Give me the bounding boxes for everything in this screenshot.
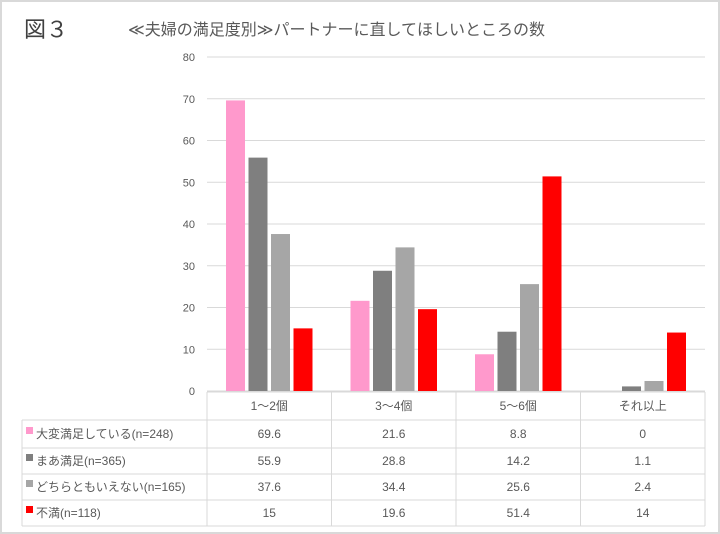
bar (293, 328, 313, 391)
y-tick-label: 60 (183, 136, 195, 148)
category-label: 1～2個 (251, 399, 288, 413)
data-label: 14.2 (507, 454, 531, 468)
bar (475, 354, 494, 391)
y-tick-label: 50 (183, 177, 195, 189)
data-label: 19.6 (382, 506, 406, 520)
chart-title: ≪夫婦の満足度別≫パートナーに直してほしいところの数 (128, 20, 546, 39)
data-label: 34.4 (382, 480, 406, 494)
data-label: 69.6 (258, 427, 282, 441)
legend-key (26, 480, 33, 487)
y-tick-label: 40 (183, 219, 195, 231)
bar (226, 100, 245, 392)
legend-key (26, 427, 33, 434)
bar (350, 300, 370, 391)
bar (542, 176, 562, 391)
data-label: 8.8 (510, 427, 527, 441)
category-label: それ以上 (619, 399, 667, 413)
bar (418, 309, 437, 391)
legend-label: どちらともいえない(n=165) (36, 480, 185, 494)
data-label: 37.6 (258, 480, 282, 494)
category-label: 5～6個 (500, 399, 537, 413)
data-label: 0 (639, 427, 646, 441)
legend-label: 不満(n=118) (36, 506, 101, 520)
data-label: 21.6 (382, 427, 406, 441)
bar (271, 234, 290, 391)
bar (667, 332, 686, 391)
data-label: 2.4 (634, 480, 651, 494)
data-label: 1.1 (634, 454, 651, 468)
y-tick-label: 20 (183, 303, 195, 315)
y-tick-label: 0 (189, 386, 195, 398)
bar (373, 270, 392, 391)
y-tick-label: 70 (183, 94, 195, 106)
data-label: 25.6 (507, 480, 531, 494)
figure-label: 図３ (24, 18, 69, 43)
data-label: 51.4 (507, 506, 531, 520)
bar (520, 284, 539, 391)
y-tick-label: 30 (183, 261, 195, 273)
bar (644, 380, 664, 391)
data-label: 15 (263, 506, 277, 520)
category-label: 3～4個 (375, 399, 412, 413)
bar (395, 247, 415, 391)
bar (497, 331, 517, 391)
legend-key (26, 506, 33, 513)
data-label: 14 (636, 506, 650, 520)
data-label: 55.9 (258, 454, 282, 468)
y-tick-label: 80 (183, 52, 195, 64)
legend-label: 大変満足している(n=248) (36, 426, 173, 441)
bar (622, 386, 641, 391)
data-label: 28.8 (382, 454, 406, 468)
legend-label: まあ満足(n=365) (36, 454, 126, 468)
y-tick-label: 10 (183, 344, 195, 356)
legend-key (26, 454, 33, 461)
bar (248, 157, 268, 391)
